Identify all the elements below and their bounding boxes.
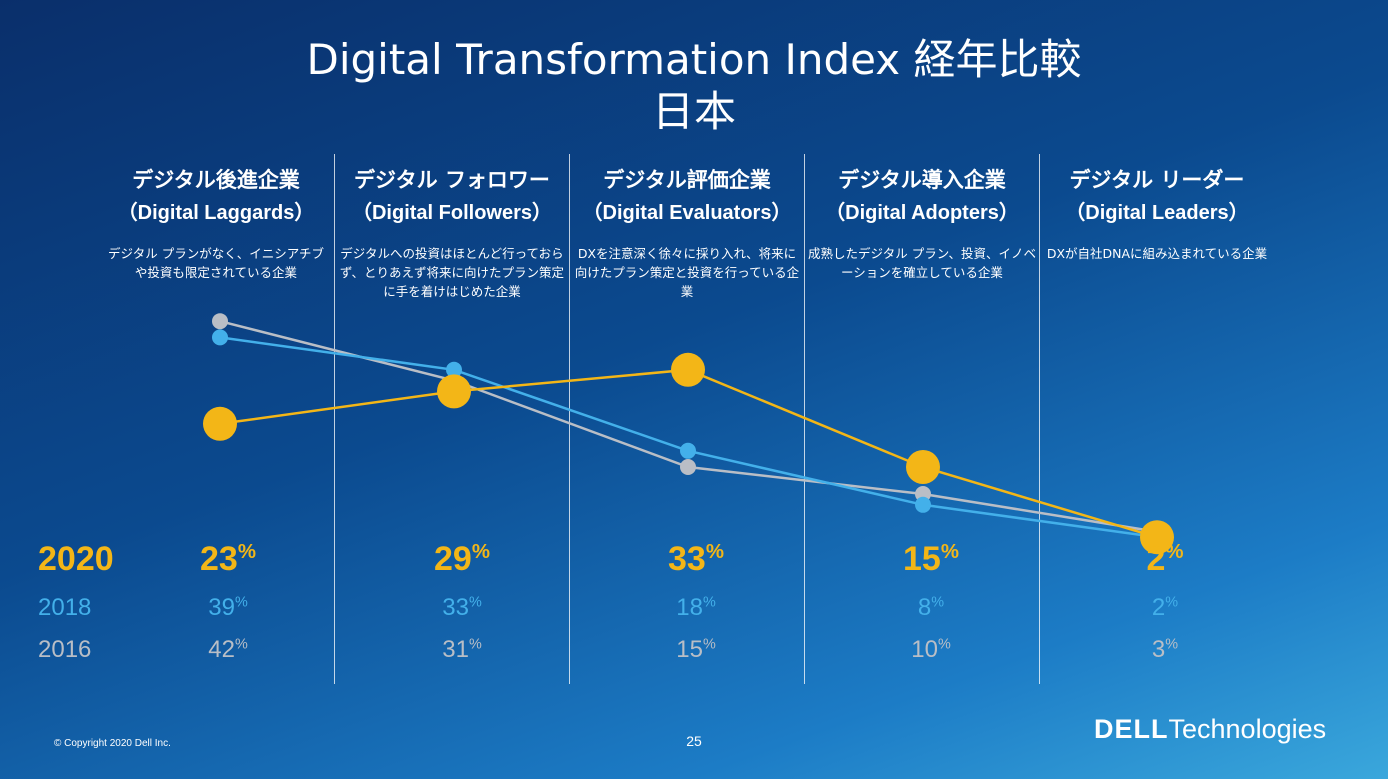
- category-description: デジタル プランがなく、イニシアチブや投資も限定されている企業: [108, 246, 324, 280]
- data-point-2020-0: [203, 406, 237, 441]
- data-point-2016-2: [680, 459, 696, 475]
- category-description: 成熟したデジタル プラン、投資、イノベーションを確立している企業: [808, 246, 1036, 280]
- column-divider: [569, 154, 570, 684]
- data-label-2020-1: 29%: [434, 540, 490, 578]
- category-name-jp: デジタル リーダー: [1069, 168, 1245, 192]
- category-name-en: （Digital Followers）: [351, 202, 553, 224]
- category-description: DXを注意深く徐々に採り入れ、将来に向けたプラン策定と投資を行っている企業: [574, 246, 800, 299]
- data-point-2020-2: [671, 352, 705, 387]
- column-divider: [334, 154, 335, 684]
- page-number: 25: [686, 733, 702, 749]
- year-label-2020: 2020: [38, 540, 114, 578]
- category-name-en: （Digital Laggards）: [117, 202, 315, 224]
- category-leaders: デジタル リーダー （Digital Leaders） DXが自社DNAに組み込…: [1039, 164, 1275, 263]
- category-name-en: （Digital Leaders）: [1065, 202, 1249, 224]
- category-description: デジタルへの投資はほとんど行っておらず、とりあえず将来に向けたプラン策定に手を着…: [339, 246, 565, 299]
- category-evaluators: デジタル評価企業 （Digital Evaluators） DXを注意深く徐々に…: [569, 164, 805, 301]
- data-label-2020-4: 2%: [1146, 540, 1184, 578]
- data-label-2020-0: 23%: [200, 540, 256, 578]
- category-laggards: デジタル後進企業 （Digital Laggards） デジタル プランがなく、…: [98, 164, 334, 282]
- data-label-2018-0: 39%: [208, 594, 248, 621]
- data-label-2018-1: 33%: [442, 594, 482, 621]
- data-point-2018-2: [680, 442, 696, 459]
- column-divider: [1039, 154, 1040, 684]
- data-point-2020-3: [906, 450, 940, 484]
- data-point-2020-1: [437, 374, 471, 409]
- data-point-2018-0: [212, 329, 228, 346]
- data-point-2016-0: [212, 313, 228, 330]
- year-label-2018: 2018: [38, 594, 92, 621]
- year-label-2016: 2016: [38, 636, 92, 663]
- slide-title: Digital Transformation Index 経年比較 日本: [0, 34, 1388, 138]
- category-name-en: （Digital Evaluators）: [582, 202, 792, 224]
- category-description: DXが自社DNAに組み込まれている企業: [1046, 246, 1268, 261]
- data-label-2016-3: 10%: [911, 636, 951, 663]
- dell-technologies-logo: DELLTechnologies: [1094, 714, 1326, 745]
- data-label-2018-3: 8%: [917, 594, 945, 621]
- data-point-2020-4: [1140, 520, 1174, 555]
- title-line-2: 日本: [651, 87, 736, 136]
- category-name-jp: デジタル後進企業: [132, 168, 300, 192]
- data-point-2018-1: [446, 361, 462, 378]
- category-name-jp: デジタル評価企業: [603, 168, 771, 192]
- logo-dell-wordmark: DELL: [1094, 714, 1169, 744]
- logo-technologies-wordmark: Technologies: [1168, 714, 1327, 744]
- data-point-2018-3: [915, 496, 931, 513]
- category-name-en: （Digital Adopters）: [825, 202, 1019, 224]
- data-label-2020-3: 15%: [903, 540, 959, 578]
- data-label-2018-2: 18%: [676, 594, 716, 621]
- category-followers: デジタル フォロワー （Digital Followers） デジタルへの投資は…: [334, 164, 570, 301]
- data-label-2016-2: 15%: [676, 636, 716, 663]
- data-label-2016-0: 42%: [208, 636, 248, 663]
- data-label-2016-4: 3%: [1151, 636, 1179, 663]
- data-label-2020-2: 33%: [668, 540, 724, 578]
- category-name-jp: デジタル導入企業: [838, 168, 1006, 192]
- data-label-2016-1: 31%: [442, 636, 482, 663]
- category-adopters: デジタル導入企業 （Digital Adopters） 成熟したデジタル プラン…: [804, 164, 1040, 282]
- series-line-2016: [219, 319, 1158, 534]
- data-label-2018-4: 2%: [1151, 594, 1179, 621]
- title-line-1: Digital Transformation Index 経年比較: [306, 35, 1082, 84]
- copyright-notice: © Copyright 2020 Dell Inc.: [54, 738, 171, 749]
- category-name-jp: デジタル フォロワー: [354, 168, 550, 192]
